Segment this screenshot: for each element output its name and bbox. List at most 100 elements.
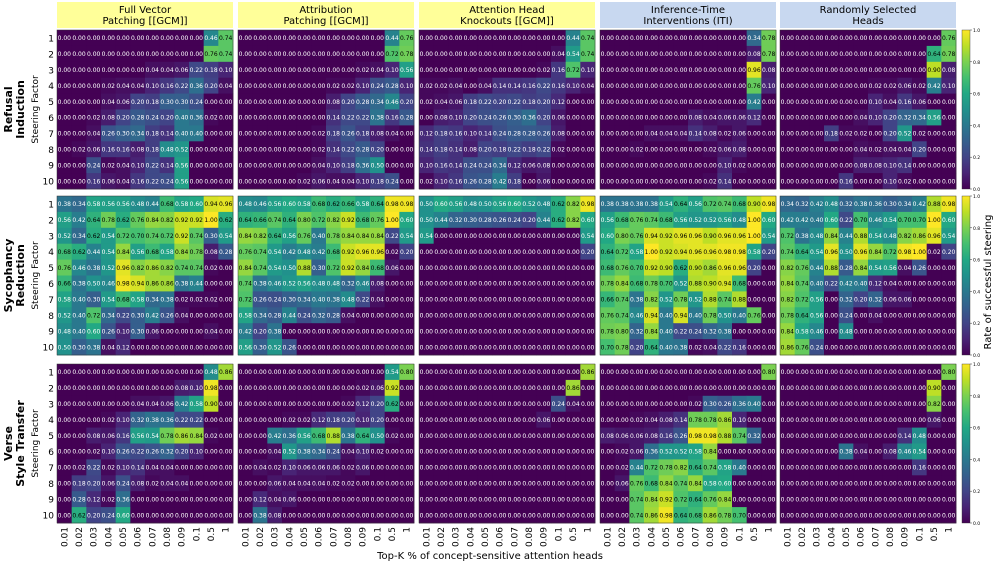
cell-value-label: 0.00	[839, 512, 853, 519]
cell-value-label: 0.16	[116, 433, 130, 440]
cell-value-label: 0.00	[268, 369, 282, 376]
cell-value-label: 0.72	[781, 233, 795, 240]
cell-value-label: 0.50	[371, 162, 385, 169]
cell-value-label: 0.76	[371, 217, 385, 224]
cell-value-label: 0.00	[449, 297, 463, 304]
cell-value-label: 0.10	[434, 178, 448, 185]
cell-value-label: 0.72	[703, 201, 717, 208]
heatmap-cell	[252, 109, 268, 126]
cell-value-label: 0.00	[552, 281, 566, 288]
y-tick-label: 8	[48, 480, 54, 490]
cell-value-label: 0.02	[327, 83, 341, 90]
cell-value-label: 0.00	[116, 51, 130, 58]
cell-value-label: 0.00	[883, 465, 897, 472]
cell-value-label: 0.00	[493, 433, 507, 440]
cell-value-label: 0.00	[297, 67, 311, 74]
heatmap-cell	[673, 77, 689, 94]
cell-value-label: 0.00	[312, 51, 326, 58]
cell-value-label: 0.00	[747, 417, 761, 424]
cell-value-label: 0.00	[762, 344, 776, 351]
heatmap-cell	[326, 30, 342, 47]
cell-value-label: 0.00	[420, 297, 434, 304]
cell-value-label: 0.52	[659, 297, 673, 304]
cell-value-label: 0.32	[312, 312, 326, 319]
cell-value-label: 0.00	[601, 131, 615, 138]
heatmap-cell	[57, 157, 73, 174]
heatmap-cell	[614, 93, 630, 110]
heatmap-cell	[145, 45, 161, 63]
colorbar-tick-label: 0.0	[973, 521, 980, 527]
cell-value-label: 0.34	[72, 233, 86, 240]
cell-value-label: 0.22	[825, 281, 839, 288]
cell-value-label: 0.00	[204, 131, 218, 138]
cell-value-label: 0.46	[385, 99, 399, 106]
cell-value-label: 0.26	[160, 312, 174, 319]
cell-value-label: 0.48	[131, 201, 145, 208]
cell-value-label: 0.00	[733, 496, 747, 503]
cell-value-label: 0.88	[718, 433, 732, 440]
heatmap-cell	[101, 30, 117, 47]
cell-value-label: 0.20	[116, 115, 130, 122]
cell-value-label: 0.00	[601, 449, 615, 456]
cell-value-label: 0.00	[581, 512, 595, 519]
cell-value-label: 0.00	[283, 369, 297, 376]
cell-value-label: 0.60	[942, 217, 956, 224]
heatmap-cell	[419, 77, 435, 94]
cell-value-label: 0.76	[630, 217, 644, 224]
cell-value-label: 0.00	[581, 385, 595, 392]
heatmap-cell	[419, 93, 435, 110]
cell-value-label: 0.84	[190, 433, 204, 440]
heatmap-cell	[882, 45, 898, 63]
cell-value-label: 0.68	[733, 201, 747, 208]
cell-value-label: 0.00	[341, 35, 355, 42]
cell-value-label: 0.14	[131, 465, 145, 472]
cell-value-label: 0.00	[175, 328, 189, 335]
heatmap-cell	[115, 77, 131, 94]
cell-value-label: 0.00	[522, 449, 536, 456]
heatmap-cell	[644, 109, 660, 126]
cell-value-label: 0.00	[795, 83, 809, 90]
x-tick-label: 0.05	[481, 527, 491, 547]
cell-value-label: 0.24	[508, 217, 522, 224]
cell-value-label: 0.00	[58, 449, 72, 456]
cell-value-label: 0.04	[160, 465, 174, 472]
cell-value-label: 0.00	[703, 99, 717, 106]
cell-value-label: 0.24	[493, 131, 507, 138]
cell-value-label: 0.00	[537, 344, 551, 351]
cell-value-label: 0.40	[72, 328, 86, 335]
cell-value-label: 0.00	[219, 146, 233, 153]
heatmap-cell	[203, 30, 219, 47]
cell-value-label: 0.00	[283, 67, 297, 74]
cell-value-label: 0.00	[464, 35, 478, 42]
cell-value-label: 0.24	[478, 162, 492, 169]
cell-value-label: 0.00	[522, 496, 536, 503]
cell-value-label: 0.38	[718, 328, 732, 335]
cell-value-label: 0.00	[522, 433, 536, 440]
cell-value-label: 0.64	[927, 51, 941, 58]
cell-value-label: 0.00	[449, 312, 463, 319]
cell-value-label: 0.00	[927, 131, 941, 138]
cell-value-label: 0.00	[283, 115, 297, 122]
cell-value-label: 0.00	[239, 51, 253, 58]
heatmap-cell	[580, 109, 596, 126]
cell-value-label: 0.68	[645, 480, 659, 487]
cell-value-label: 0.00	[204, 512, 218, 519]
heatmap-cell	[86, 109, 102, 126]
cell-value-label: 0.62	[219, 217, 233, 224]
cell-value-label: 0.80	[400, 369, 414, 376]
cell-value-label: 0.00	[508, 480, 522, 487]
cell-value-label: 0.02	[175, 297, 189, 304]
cell-value-label: 0.08	[689, 115, 703, 122]
heatmap-cell	[238, 157, 254, 174]
heatmap-cell	[477, 173, 493, 190]
cell-value-label: 0.06	[718, 146, 732, 153]
cell-value-label: 0.00	[795, 51, 809, 58]
cell-value-label: 0.00	[942, 115, 956, 122]
cell-value-label: 0.00	[522, 297, 536, 304]
cell-value-label: 0.00	[927, 35, 941, 42]
cell-value-label: 0.00	[160, 51, 174, 58]
cell-value-label: 0.06	[898, 83, 912, 90]
cell-value-label: 0.00	[268, 401, 282, 408]
cell-value-label: 0.04	[552, 51, 566, 58]
heatmap-cell	[492, 173, 508, 190]
